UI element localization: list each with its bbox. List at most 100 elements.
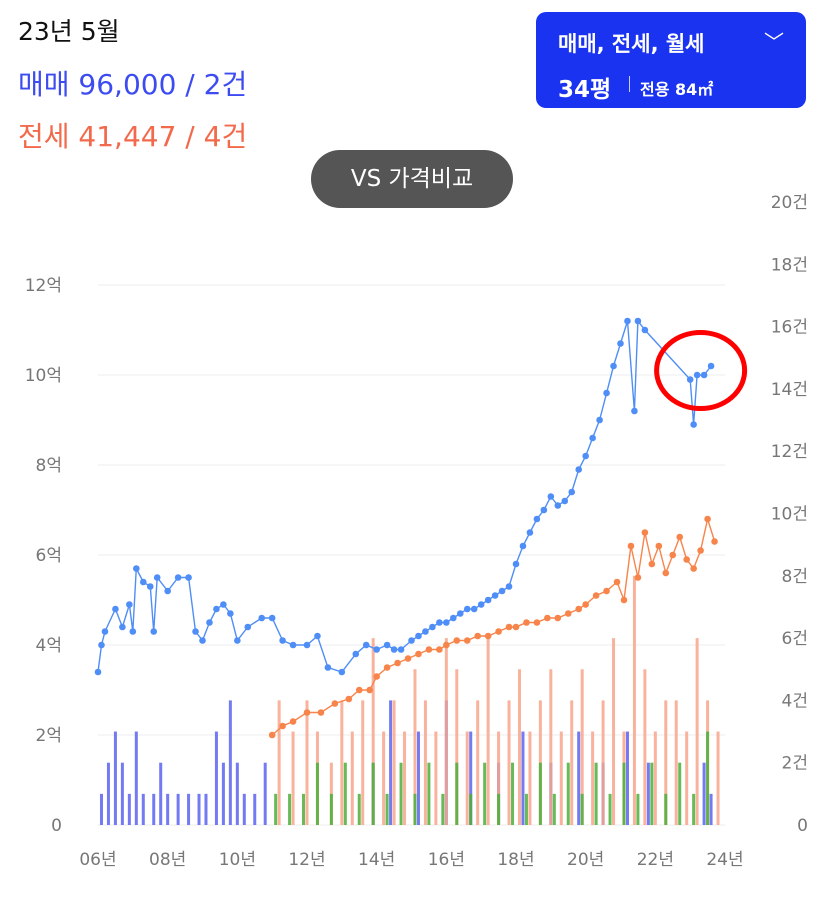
y-left-tick-label: 2억 (36, 726, 62, 746)
sale-point (631, 407, 638, 415)
jeonse_vol-bar (559, 731, 563, 825)
jeonse-point (404, 655, 412, 662)
x-tick-label: 12년 (288, 850, 325, 870)
sale-point (575, 466, 582, 473)
y-left-tick-label: 12억 (25, 276, 62, 296)
sale-point (352, 650, 360, 658)
wolse_vol-bar (343, 762, 347, 825)
sale-point (94, 668, 102, 676)
sale_vol-bar (702, 762, 706, 825)
sale-point (390, 646, 398, 653)
jeonse-point (303, 709, 311, 716)
sale-point (373, 646, 380, 653)
sale-point (314, 632, 321, 640)
x-tick-label: 06년 (79, 850, 116, 870)
jeonse_vol-bar (653, 731, 657, 825)
sale-point (634, 317, 642, 325)
sale-point (185, 574, 192, 581)
y-left-tick-label: 0 (51, 816, 62, 836)
jeonse_vol-bar (716, 731, 720, 825)
wolse_vol-bar (315, 762, 319, 825)
sale-point (174, 574, 182, 581)
vs-compare-button[interactable]: VS 가격비교 (311, 150, 513, 208)
sale-point (505, 583, 513, 590)
sale-point (686, 376, 694, 383)
jeonse-point (355, 686, 363, 694)
sale_vol-bar (577, 731, 581, 825)
wolse_vol-bar (678, 762, 682, 825)
sale-point (129, 628, 137, 635)
chevron-down-icon: ﹀ (764, 30, 784, 54)
sale-point (199, 637, 206, 644)
wolse_vol-bar (274, 793, 278, 825)
y-right-tick-label: 6건 (782, 629, 808, 649)
jeonse-point (463, 637, 471, 644)
jeonse-point (592, 592, 600, 599)
sale-summary: 매매 96,000 / 2건 (18, 68, 248, 101)
wolse_vol-bar (357, 793, 361, 825)
sale_vol-bar (197, 793, 201, 825)
x-tick-label: 14년 (358, 850, 395, 870)
wolse_vol-bar (469, 793, 473, 825)
jeonse_vol-bar (403, 731, 407, 825)
wolse_vol-bar (664, 793, 668, 825)
x-tick-label: 22년 (637, 850, 674, 870)
sale-point (470, 605, 478, 613)
sale-point (690, 421, 697, 428)
y-right-tick-label: 10건 (771, 505, 808, 525)
jeonse-point (683, 556, 690, 563)
jeonse-point (523, 619, 530, 626)
x-tick-label: 08년 (149, 850, 186, 870)
jeonse_vol-bar (444, 638, 448, 825)
sale-point (582, 452, 589, 460)
sale-point (700, 371, 708, 379)
jeonse_vol-bar (291, 731, 295, 825)
sale-point (220, 601, 227, 608)
sale_vol-bar (134, 731, 138, 825)
sale-point (112, 605, 119, 613)
jeonse_vol-bar (685, 731, 689, 825)
sale-point (589, 434, 596, 442)
sale-point (512, 560, 520, 568)
sale_vol-bar (416, 731, 420, 825)
sale-point (491, 592, 499, 599)
jeonse_vol-bar (643, 669, 647, 825)
jeonse_vol-bar (612, 638, 616, 825)
jeonse_vol-bar (549, 669, 553, 825)
jeonse-point (676, 533, 684, 541)
sale-point (436, 619, 443, 626)
jeonse-point (383, 664, 391, 671)
jeonse_vol-bar (434, 731, 438, 825)
sale-point (206, 619, 213, 626)
sale-point (415, 632, 422, 640)
wolse_vol-bar (580, 793, 584, 825)
sale-point (498, 587, 506, 595)
wolse_vol-bar (622, 762, 626, 825)
sale_vol-bar (253, 793, 257, 825)
wolse_vol-bar (511, 762, 515, 825)
jeonse_vol-bar (507, 700, 511, 825)
jeonse_vol-bar (695, 638, 699, 825)
sale-point (397, 646, 405, 653)
jeonse-point (533, 619, 541, 626)
x-tick-label: 16년 (428, 850, 465, 870)
sale-point (641, 326, 649, 334)
trade-type-filter-button[interactable]: 매매, 전세, 월세 ﹀ 34평 전용 84㎡ (536, 12, 806, 108)
jeonse_vol-bar (455, 669, 459, 825)
y-left-tick-label: 8억 (36, 456, 62, 476)
jeonse-point (655, 542, 663, 550)
wolse_vol-bar (706, 731, 710, 825)
y-right-tick-label: 4건 (782, 691, 808, 711)
jeonse-point (484, 632, 492, 640)
wolse_vol-bar (538, 762, 542, 825)
wolse_vol-bar (692, 793, 696, 825)
jeonse-point (289, 718, 297, 725)
y-right-tick-label: 14건 (771, 380, 808, 400)
sale-point (568, 488, 576, 496)
sale_vol-bar (228, 700, 232, 825)
jeonse_vol-bar (632, 575, 636, 825)
jeonse-point (662, 569, 670, 577)
size-pyeong-label: 34평 (558, 77, 612, 103)
sale-line (97, 319, 712, 673)
date-label: 23년 5월 (18, 17, 120, 46)
